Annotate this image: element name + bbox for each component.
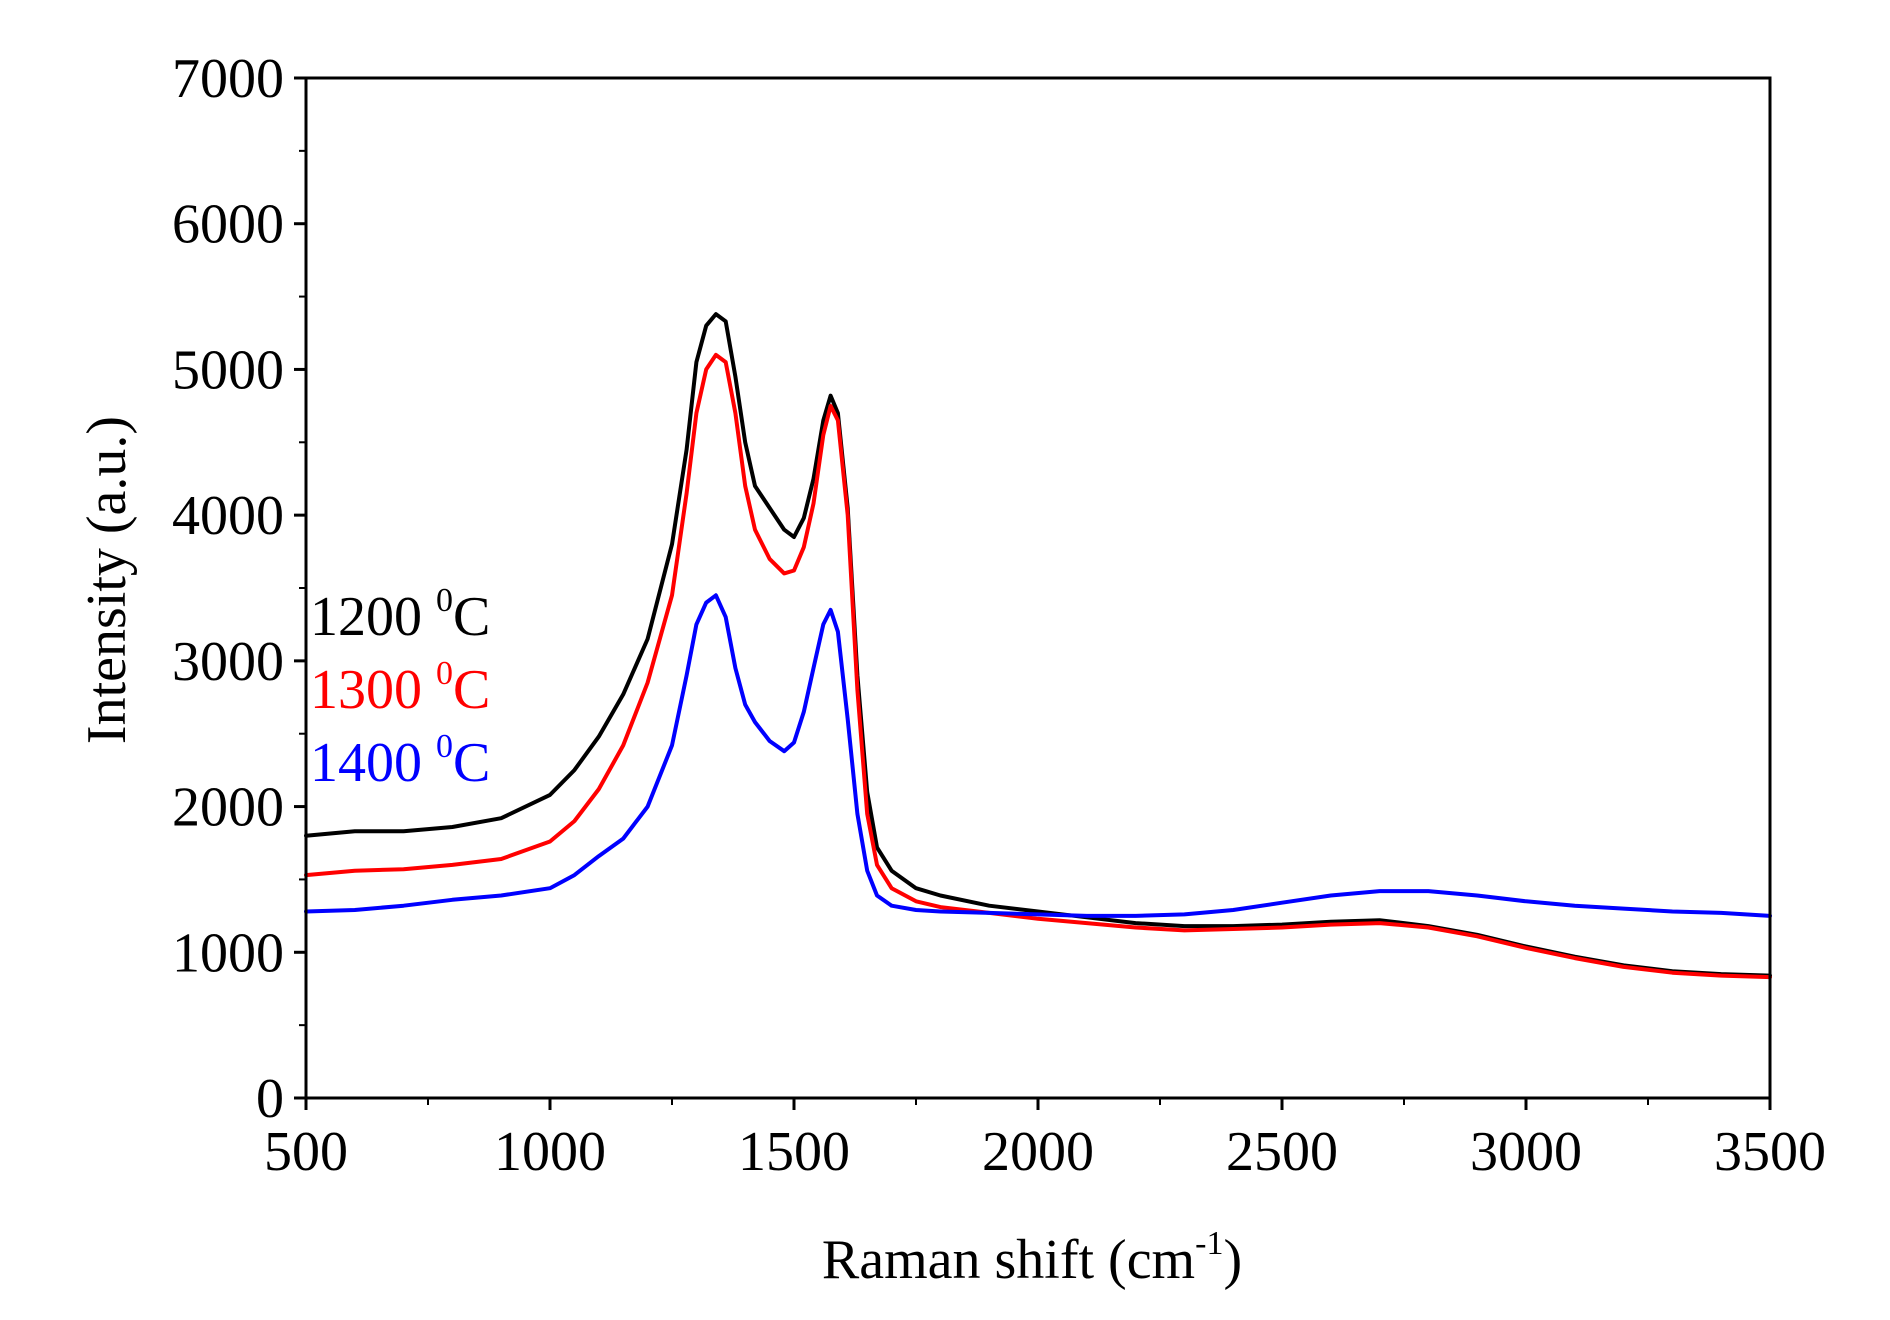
x-axis-label-superscript: -1 — [1195, 1225, 1223, 1262]
legend-degree-superscript: 0 — [436, 728, 453, 765]
x-axis-label-main: Raman shift (cm — [822, 1229, 1195, 1291]
x-axis-label-end: ) — [1223, 1229, 1242, 1291]
y-axis-label: Intensity (a.u.) — [76, 416, 138, 744]
series-line-1400 — [304, 593, 1772, 918]
legend-entry-1300: 1300 0C — [310, 655, 490, 721]
axes-layer: 500 1000 1500 2000 2500 3000 3500 0 1000 2000 3000… — [172, 48, 1826, 1183]
legend-entry-1400: 1400 0C — [310, 728, 490, 794]
y-tick-label-2000: 2000 — [172, 777, 284, 839]
legend-degree-superscript: 0 — [436, 582, 453, 619]
x-tick-label-2000: 2000 — [982, 1121, 1094, 1183]
series-line-1200 — [304, 312, 1772, 978]
legend-temperature: 1200 — [310, 586, 436, 648]
x-axis-label: Raman shift (cm-1) — [822, 1225, 1242, 1291]
x-tick-label-3000: 3000 — [1470, 1121, 1582, 1183]
legend-temperature: 1400 — [310, 732, 436, 794]
y-tick-label-0: 0 — [256, 1068, 284, 1130]
series-line-1300 — [304, 352, 1772, 980]
legend-unit: C — [453, 732, 490, 794]
y-tick-label-6000: 6000 — [172, 194, 284, 256]
y-tick-label-7000: 7000 — [172, 48, 284, 110]
x-tick-label-1000: 1000 — [494, 1121, 606, 1183]
x-tick-label-3500: 3500 — [1714, 1121, 1826, 1183]
legend-temperature: 1300 — [310, 659, 436, 721]
y-tick-label-1000: 1000 — [172, 922, 284, 984]
x-tick-label-500: 500 — [264, 1121, 348, 1183]
legend-entry-1200: 1200 0C — [310, 582, 490, 648]
y-tick-label-5000: 5000 — [172, 339, 284, 401]
x-tick-label-1500: 1500 — [738, 1121, 850, 1183]
legend-unit: C — [453, 659, 490, 721]
legend-degree-superscript: 0 — [436, 655, 453, 692]
legend-unit: C — [453, 586, 490, 648]
y-tick-label-3000: 3000 — [172, 631, 284, 693]
y-tick-label-4000: 4000 — [172, 485, 284, 547]
x-tick-label-2500: 2500 — [1226, 1121, 1338, 1183]
series-layer — [304, 312, 1772, 980]
